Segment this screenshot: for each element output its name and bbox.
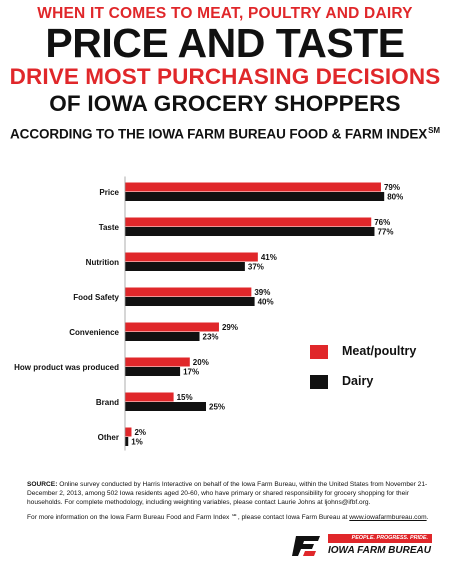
bar [125,437,129,446]
data-label: 2% [134,428,146,437]
service-mark: SM [428,126,440,135]
more-info-link[interactable]: www.iowafarmbureau.com [349,514,427,521]
bar-chart: Price 79%80% Taste 76%77% Nutrition 41%37% Foo… [14,176,403,451]
source-note: SOURCE: Online survey conducted by Harri… [27,481,432,508]
data-label: 37% [248,263,264,272]
logo-name: IOWA FARM BUREAU [328,545,431,556]
bar [125,392,174,402]
legend-swatch-meat [310,345,328,359]
category-label: Convenience [69,328,119,337]
data-label: 40% [258,298,274,307]
bar [125,227,375,236]
data-label: 20% [193,358,209,367]
category-label: How product was produced [14,363,119,372]
data-label: 79% [384,183,400,192]
data-label: 1% [131,438,143,447]
headline-main: PRICE AND TASTE [45,20,405,66]
legend-swatch-dairy [310,375,328,389]
legend-label-dairy: Dairy [342,374,374,388]
data-label: 23% [203,333,219,342]
category-label: Brand [96,398,119,407]
bar [125,252,258,262]
data-label: 17% [183,368,199,377]
category-label: Food Safety [73,293,119,302]
bar [125,357,190,367]
farm-bureau-logo-icon [292,536,320,556]
data-label: 41% [261,253,277,262]
headline-line-1: WHEN IT COMES TO MEAT, POULTRY AND DAIRY [37,5,413,22]
more-info-note: For more information on the Iowa Farm Bu… [27,513,432,521]
bar [125,262,245,271]
more-info-end: . [426,514,429,521]
category-label: Taste [99,223,120,232]
data-label: 15% [177,393,193,402]
source-text: Online survey conducted by Harris Intera… [27,481,428,506]
bar [125,367,181,376]
legend-label-meat: Meat/poultry [342,344,417,358]
bar [125,427,132,437]
headline-line-3: DRIVE MOST PURCHASING DECISIONS [9,64,441,89]
data-label: 39% [254,288,270,297]
logo-tagline: PEOPLE. PROGRESS. PRIDE. [328,534,432,543]
bar [125,287,252,297]
headline-source-text: ACCORDING TO THE IOWA FARM BUREAU FOOD &… [10,126,428,142]
iowa-farm-bureau-logo: PEOPLE. PROGRESS. PRIDE. IOWA FARM BUREA… [292,533,442,561]
bar [125,322,219,332]
category-label: Other [98,433,119,442]
data-label: 25% [209,403,225,412]
more-info-text: For more information on the Iowa Farm Bu… [27,514,348,521]
bar [125,182,381,192]
data-label: 76% [374,218,390,227]
category-label: Nutrition [86,258,119,267]
source-label: SOURCE: [27,481,58,488]
data-label: 77% [377,228,393,237]
headline-line-4: OF IOWA GROCERY SHOPPERS [49,91,401,116]
data-label: 29% [222,323,238,332]
category-label: Price [99,188,119,197]
bar [125,192,385,201]
bar [125,332,200,341]
bar [125,297,255,306]
bar [125,217,372,227]
data-label: 80% [387,193,403,202]
bar [125,402,206,411]
headline-source-line: ACCORDING TO THE IOWA FARM BUREAU FOOD &… [0,127,450,141]
